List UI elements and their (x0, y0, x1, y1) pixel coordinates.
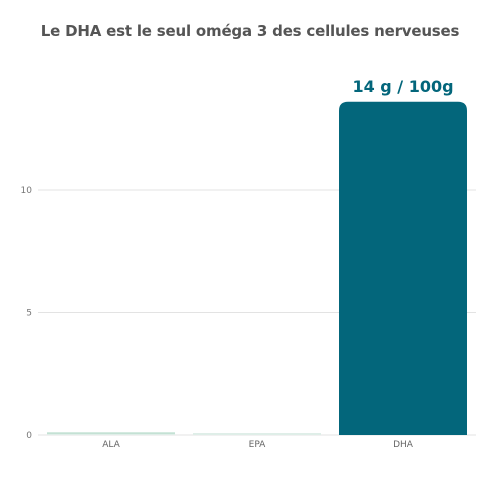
bars (47, 101, 467, 436)
chart-title: Le DHA est le seul oméga 3 des cellules … (40, 22, 460, 40)
x-tick-label: ALA (102, 440, 120, 450)
x-tick-label: DHA (393, 440, 414, 450)
y-tick-label: 0 (26, 431, 32, 441)
y-tick-label: 10 (21, 186, 33, 196)
x-tick-label: EPA (249, 440, 267, 450)
labels: 0 5 10 ALA EPA DHA 14 g / 100g (21, 77, 454, 450)
data-label: 14 g / 100g (352, 77, 453, 96)
bar-epa (193, 433, 321, 435)
y-tick-label: 5 (26, 309, 32, 319)
bar-dha (339, 101, 467, 436)
bar-ala (47, 433, 175, 435)
